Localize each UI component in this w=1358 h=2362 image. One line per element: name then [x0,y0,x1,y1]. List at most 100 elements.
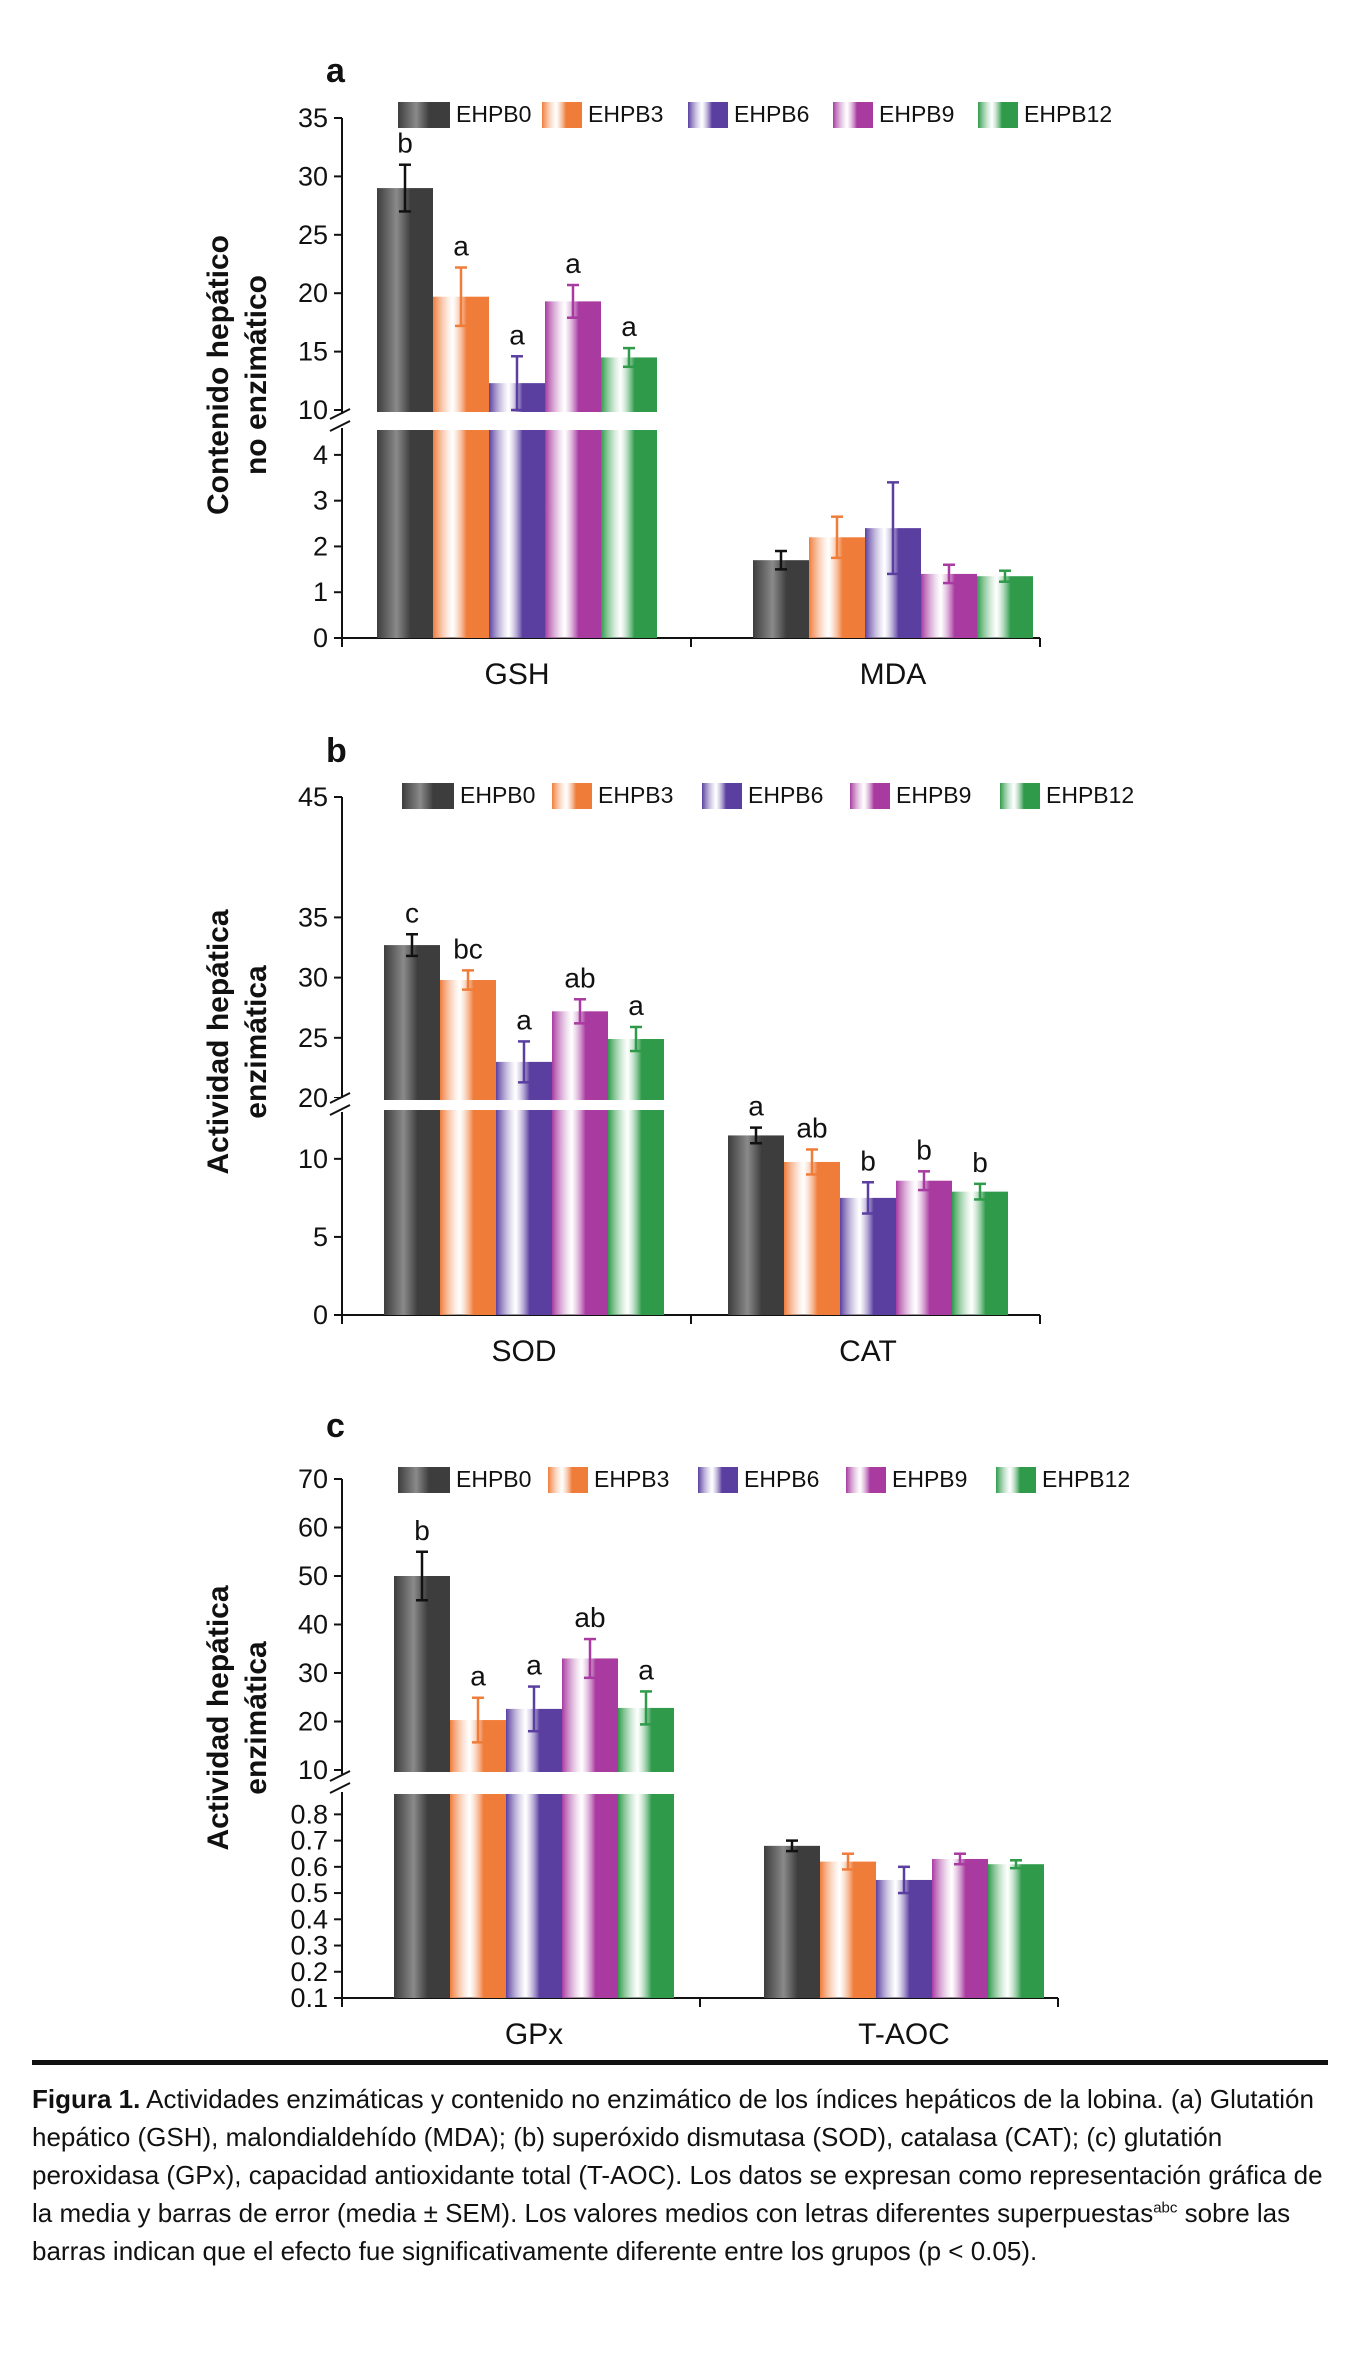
legend-label-ehpb3: EHPB3 [588,101,663,127]
y-tick-label: 30 [298,1658,328,1688]
x-category-label: CAT [839,1335,897,1368]
bar-ehpb3-gsh [433,296,489,638]
bar-ehpb12-cat [952,1191,1008,1315]
legend-label-ehpb0: EHPB0 [456,1466,531,1492]
bar-ehpb9-gpx [562,1658,618,1998]
y-tick-label: 20 [298,1083,328,1113]
caption-label: Figura 1. [32,2084,141,2114]
bar-ehpb3-sod [440,980,496,1315]
significance-label: b [397,128,413,159]
y-axis-title-line: enzimática [240,1641,273,1795]
y-axis-title: Contenido hepático no enzimático [202,235,273,515]
y-axis-title-line: enzimática [240,965,273,1119]
legend-label-ehpb12: EHPB12 [1042,1466,1130,1492]
y-tick-label: 15 [298,337,328,367]
y-axis-title-line: Actividad hepática [202,909,235,1174]
axis-break-gap [495,1100,553,1110]
significance-label: b [916,1134,932,1165]
y-tick-label: 2 [313,531,328,561]
y-axis-title: Actividad hepática enzimática [202,1585,273,1850]
caption-rule [32,2060,1328,2065]
y-axis-title-line: no enzimático [240,275,273,475]
y-axis-title-line: Actividad hepática [202,1585,235,1850]
significance-label: bc [453,933,483,964]
legend-swatch-ehpb3 [542,102,582,128]
bar-ehpb3-t-aoc [820,1861,876,1998]
significance-label: a [516,1004,532,1035]
significance-label: a [628,990,644,1021]
significance-label: c [405,897,419,928]
x-category-label: T-AOC [858,2018,950,2050]
bar-ehpb12-t-aoc [988,1864,1044,1998]
y-tick-label: 0.8 [290,1799,328,1829]
y-tick-label: 50 [298,1561,328,1591]
axis-break-mark [329,408,351,420]
significance-label: a [565,248,581,279]
significance-label: b [972,1147,988,1178]
legend-swatch-ehpb9 [850,783,890,809]
legend-label-ehpb6: EHPB6 [734,101,809,127]
axis-break-mark [329,420,351,432]
y-tick-label: 60 [298,1513,328,1543]
panel-label: a [326,52,346,90]
significance-label: a [509,319,525,350]
y-tick-label: 0.1 [290,1983,328,2013]
axis-break-gap [600,412,658,430]
significance-label: ab [796,1112,827,1143]
bar-ehpb3-cat [784,1161,840,1315]
y-tick-label: 0 [313,1300,328,1330]
legend-label-ehpb9: EHPB9 [896,782,971,808]
axis-break-gap [383,1100,441,1110]
legend-label-ehpb9: EHPB9 [892,1466,967,1492]
y-tick-label: 10 [298,1144,328,1174]
x-category-label: MDA [860,658,927,691]
bar-ehpb9-mda [921,573,977,638]
significance-label: a [470,1661,486,1692]
bar-ehpb9-gsh [545,301,601,638]
legend-swatch-ehpb3 [552,783,592,809]
caption-superscript: abc [1153,2199,1178,2217]
axis-break-mark [329,1770,351,1782]
significance-label: a [453,231,469,262]
y-axis-title: Actividad hepática enzimática [202,909,273,1174]
axis-break-gap [607,1100,665,1110]
y-tick-label: 25 [298,220,328,250]
axis-break-gap [393,1772,451,1794]
y-tick-label: 35 [298,902,328,932]
y-tick-label: 1 [313,577,328,607]
y-axis-title-line: Contenido hepático [202,235,235,515]
axis-break-gap [617,1772,675,1794]
legend-swatch-ehpb9 [833,102,873,128]
bar-ehpb12-mda [977,576,1033,638]
panel-b-chart: b Actividad hepática enzimática 45 35 30 25 20 1… [202,732,1134,1368]
axis-break-gap [488,412,546,430]
y-tick-label: 5 [313,1222,328,1252]
y-tick-label: 0.4 [290,1904,328,1934]
legend-label-ehpb0: EHPB0 [460,782,535,808]
legend-label-ehpb6: EHPB6 [748,782,823,808]
legend-label-ehpb12: EHPB12 [1046,782,1134,808]
y-tick-label: 25 [298,1023,328,1053]
y-tick-label: 30 [298,963,328,993]
bar-ehpb0-mda [753,560,809,638]
legend-swatch-ehpb12 [978,102,1018,128]
y-tick-label: 10 [298,395,328,425]
axis-break-mark [329,1092,351,1104]
legend-label-ehpb3: EHPB3 [594,1466,669,1492]
bar-ehpb0-sod [384,945,440,1315]
axis-break-mark [329,1782,351,1794]
panel-label: b [326,732,347,770]
x-category-label: GPx [505,2018,563,2050]
figure-caption: Figura 1. Actividades enzimáticas y cont… [32,2080,1332,2270]
legend-swatch-ehpb12 [996,1467,1036,1493]
axis-break-gap [551,1100,609,1110]
y-tick-label: 3 [313,486,328,516]
significance-label: b [414,1515,430,1546]
y-tick-label: 4 [313,440,328,470]
bar-ehpb9-t-aoc [932,1858,988,1998]
bar-ehpb3-gpx [450,1720,506,1998]
bar-ehpb9-cat [896,1180,952,1315]
bar-ehpb9-sod [552,1011,608,1315]
